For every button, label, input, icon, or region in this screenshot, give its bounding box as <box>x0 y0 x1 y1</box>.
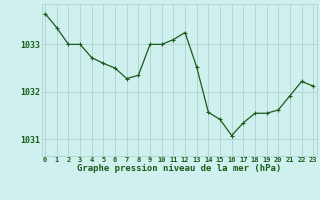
X-axis label: Graphe pression niveau de la mer (hPa): Graphe pression niveau de la mer (hPa) <box>77 164 281 173</box>
